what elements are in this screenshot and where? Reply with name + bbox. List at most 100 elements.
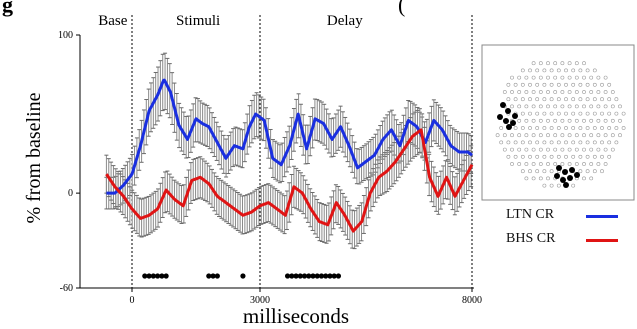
electrode — [510, 147, 514, 152]
electrode — [567, 104, 572, 109]
electrode — [520, 154, 525, 159]
electrode — [553, 75, 558, 80]
significance-marker — [155, 273, 161, 279]
electrode — [560, 61, 565, 66]
electrode — [585, 154, 590, 159]
electrode — [535, 140, 540, 145]
significance-marker — [331, 273, 337, 279]
electrode — [535, 97, 540, 102]
highlighted-electrode — [567, 175, 573, 181]
electrode — [549, 140, 554, 145]
highlighted-electrode — [503, 118, 509, 124]
electrode — [574, 118, 579, 123]
highlighted-electrode — [497, 114, 503, 120]
electrode — [524, 176, 529, 181]
title-right-fragment: ( — [398, 0, 405, 17]
significance-marker — [293, 273, 299, 279]
significance-marker — [306, 273, 312, 279]
electrode — [596, 162, 601, 166]
electrode — [603, 104, 608, 109]
electrode — [582, 118, 586, 123]
electrode — [618, 118, 622, 123]
electrode — [524, 104, 529, 109]
electrode — [600, 169, 604, 174]
legend-swatch-ltn — [586, 215, 618, 218]
electrode — [607, 82, 612, 87]
electrode — [607, 140, 612, 145]
electrode — [520, 111, 525, 116]
highlighted-electrode — [556, 165, 562, 171]
series-line-ltn — [105, 78, 473, 195]
electrode — [542, 154, 547, 159]
electrode — [585, 82, 590, 87]
electrode — [542, 140, 547, 145]
highlighted-electrode — [569, 167, 575, 173]
electrode — [556, 183, 561, 188]
electrode — [596, 90, 601, 94]
electrode — [614, 126, 619, 130]
electrode — [520, 140, 525, 145]
electrode — [585, 126, 590, 130]
electrode — [502, 90, 507, 94]
electrode — [499, 126, 504, 130]
electrode — [542, 97, 547, 102]
electrode — [553, 61, 558, 66]
electrode — [556, 68, 561, 73]
electrode — [589, 147, 594, 152]
electrode — [614, 111, 619, 116]
highlighted-electrode — [512, 113, 518, 119]
electrode — [546, 61, 550, 66]
electrode — [585, 111, 590, 116]
electrode — [517, 118, 522, 123]
electrode — [582, 176, 586, 181]
electrode — [592, 169, 597, 174]
significance-marker — [210, 273, 216, 279]
highlighted-electrode — [554, 173, 560, 179]
electrode — [549, 126, 554, 130]
legend-label-ltn: LTN CR — [506, 207, 555, 222]
electrode — [560, 133, 565, 138]
electrode — [571, 97, 576, 102]
electrode — [560, 118, 565, 123]
electrode — [553, 118, 558, 123]
electrode — [571, 68, 576, 73]
electrode — [535, 154, 540, 159]
electrode — [520, 97, 525, 102]
electrode — [610, 90, 615, 94]
significance-marker — [214, 273, 220, 279]
electrode — [531, 104, 536, 109]
electrode — [546, 147, 550, 152]
electrode — [574, 133, 579, 138]
electrode — [560, 147, 565, 152]
electrode — [574, 75, 579, 80]
electrode — [528, 126, 532, 130]
electrode — [578, 97, 583, 102]
electrode — [510, 90, 514, 94]
electrode — [506, 82, 511, 87]
electrode — [546, 90, 550, 94]
significance-marker — [318, 273, 325, 279]
electrode — [513, 97, 518, 102]
significance-marker — [335, 273, 342, 279]
highlighted-electrode — [560, 177, 566, 183]
electrode — [531, 118, 536, 123]
electrode — [499, 140, 504, 145]
electrode — [574, 104, 579, 109]
significance-marker — [301, 273, 308, 279]
electrode — [596, 75, 601, 80]
electrode — [582, 147, 586, 152]
electrode — [531, 90, 536, 94]
electrode — [596, 104, 601, 109]
x-tick-label: 3000 — [250, 295, 270, 306]
electrode — [535, 126, 540, 130]
electrode — [600, 154, 604, 159]
electrode — [578, 169, 583, 174]
electrode — [618, 133, 622, 138]
electrode — [571, 140, 576, 145]
electrode — [603, 147, 608, 152]
epoch-label: Base — [98, 13, 128, 29]
highlighted-electrode — [563, 182, 569, 188]
electrode — [578, 140, 583, 145]
significance-marker — [206, 273, 212, 279]
